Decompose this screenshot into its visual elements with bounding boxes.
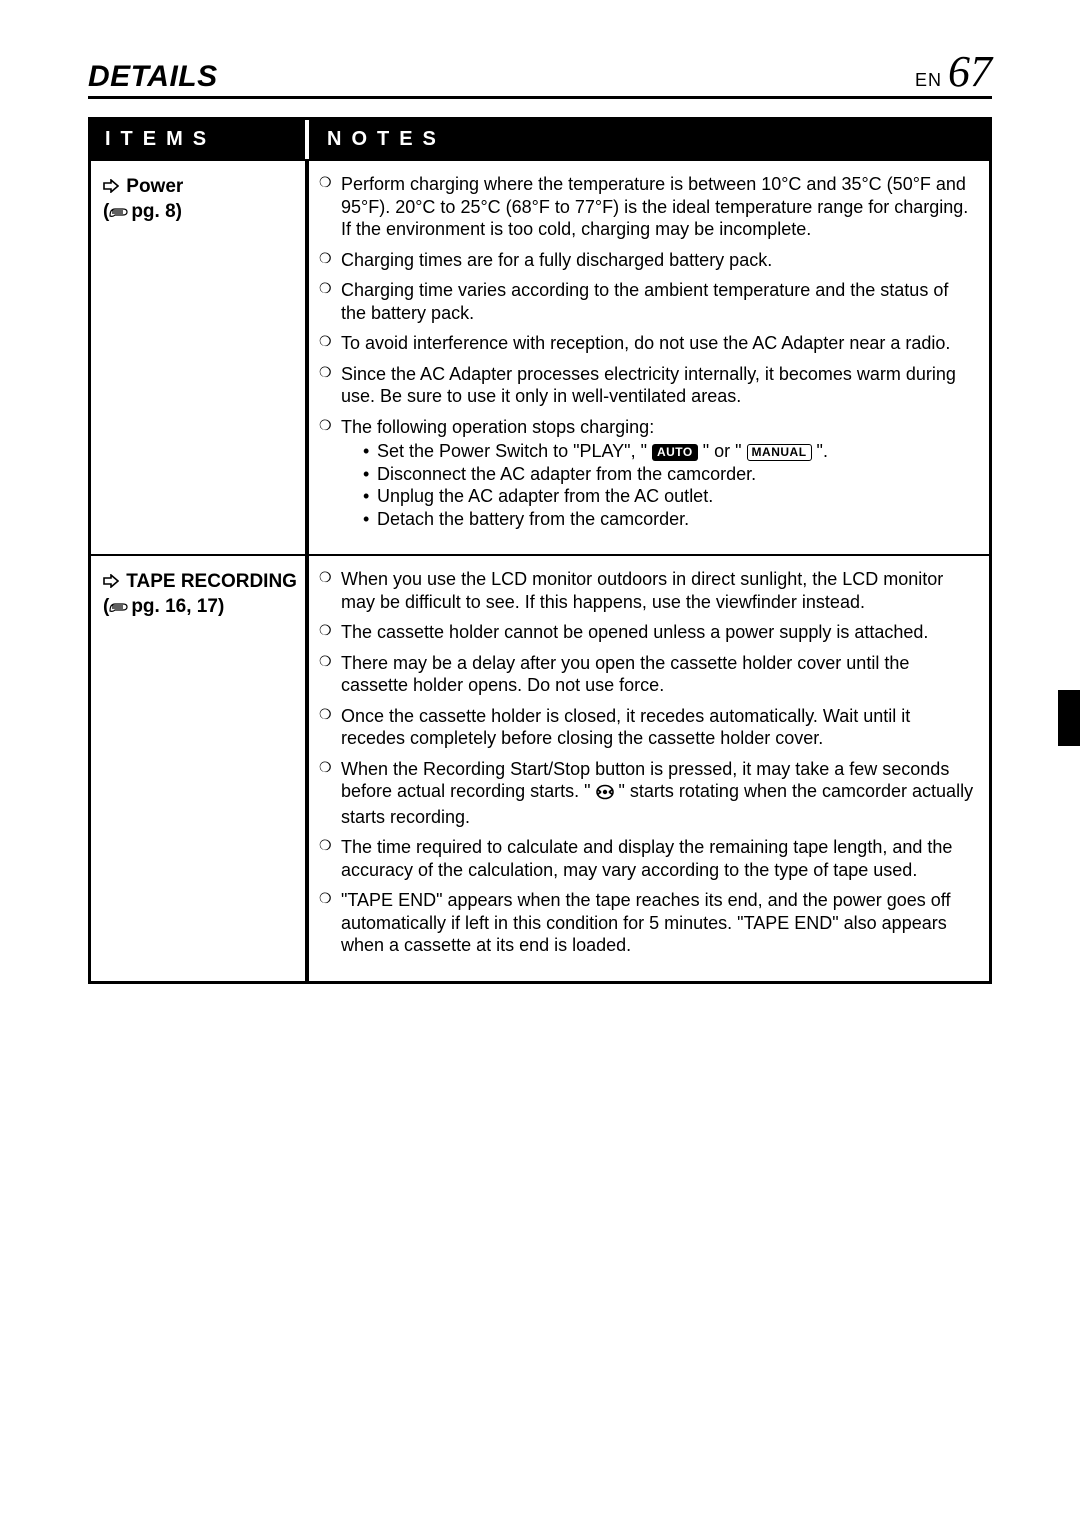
note-item: When you use the LCD monitor outdoors in… (319, 568, 975, 613)
notes-cell: Perform charging where the temperature i… (309, 161, 989, 554)
note-item: The cassette holder cannot be opened unl… (319, 621, 975, 644)
note-item: When the Recording Start/Stop button is … (319, 758, 975, 829)
item-page-ref: ( pg. 8) (103, 200, 297, 226)
page-ref-icon (109, 202, 129, 226)
language-label: EN (915, 70, 942, 91)
note-item: There may be a delay after you open the … (319, 652, 975, 697)
manual-badge-icon: MANUAL (747, 444, 812, 461)
page-ref-icon (109, 597, 129, 621)
note-item: The following operation stops charging: … (319, 416, 975, 531)
table-row: TAPE RECORDING ( pg. 16, 17) When you us… (91, 554, 989, 981)
arrow-right-icon (103, 571, 119, 595)
edge-thumb-tab (1058, 690, 1080, 746)
note-item: Once the cassette holder is closed, it r… (319, 705, 975, 750)
item-page-ref: ( pg. 16, 17) (103, 595, 297, 621)
table-header-row: ITEMS NOTES (91, 120, 989, 159)
note-sublist: Set the Power Switch to "PLAY", " AUTO "… (341, 440, 975, 530)
note-text: The following operation stops charging: (341, 417, 654, 437)
page-header: DETAILS EN 67 (88, 50, 992, 99)
items-cell: TAPE RECORDING ( pg. 16, 17) (91, 556, 309, 981)
note-item: Charging time varies according to the am… (319, 279, 975, 324)
note-item: To avoid interference with reception, do… (319, 332, 975, 355)
table-row: Power ( pg. 8) Perform charging where th… (91, 159, 989, 554)
note-item: Charging times are for a fully discharge… (319, 249, 975, 272)
note-item: Since the AC Adapter processes electrici… (319, 363, 975, 408)
note-item: "TAPE END" appears when the tape reaches… (319, 889, 975, 957)
item-title: TAPE RECORDING (126, 571, 297, 592)
column-header-notes: NOTES (309, 120, 989, 159)
page-number: 67 (948, 50, 992, 94)
notes-cell: When you use the LCD monitor outdoors in… (309, 556, 989, 981)
items-cell: Power ( pg. 8) (91, 161, 309, 554)
note-item: Perform charging where the temperature i… (319, 173, 975, 241)
column-header-items: ITEMS (91, 120, 309, 159)
manual-page: DETAILS EN 67 ITEMS NOTES Power ( (0, 0, 1080, 1533)
auto-badge-icon: AUTO (652, 444, 698, 461)
note-subitem: Detach the battery from the camcorder. (363, 508, 975, 531)
item-title: Power (126, 176, 183, 197)
page-number-block: EN 67 (915, 50, 992, 94)
note-subitem: Disconnect the AC adapter from the camco… (363, 463, 975, 486)
arrow-right-icon (103, 176, 119, 200)
section-title: DETAILS (88, 60, 218, 94)
details-table: ITEMS NOTES Power ( pg. 8) Perform (88, 117, 992, 984)
note-subitem: Unplug the AC adapter from the AC outlet… (363, 485, 975, 508)
note-subitem: Set the Power Switch to "PLAY", " AUTO "… (363, 440, 975, 463)
note-item: The time required to calculate and displ… (319, 836, 975, 881)
recording-rotor-icon (596, 783, 614, 806)
